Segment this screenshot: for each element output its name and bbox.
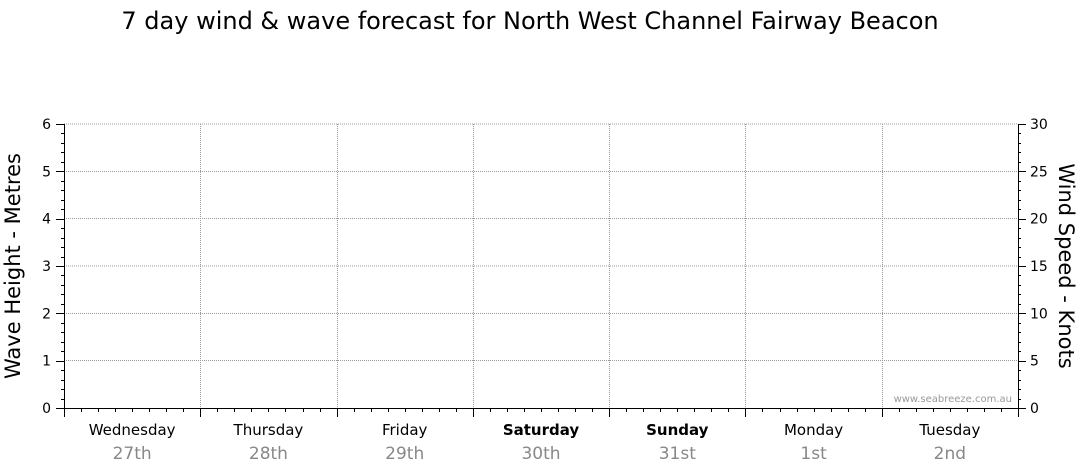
right-tick-label: 25 (1030, 164, 1048, 180)
left-tick-label: 6 (42, 117, 51, 133)
day-date-label: 31st (659, 444, 696, 464)
day-name-label: Monday (784, 421, 843, 439)
right-tick-label: 15 (1030, 259, 1048, 275)
day-date-label: 30th (521, 444, 560, 464)
day-name-label: Sunday (646, 421, 709, 439)
left-tick-label: 4 (42, 212, 51, 228)
right-tick-label: 30 (1030, 117, 1048, 133)
axes (56, 124, 1026, 417)
day-date-label: 29th (385, 444, 424, 464)
day-date-label: 27th (113, 444, 152, 464)
day-name-label: Wednesday (89, 421, 176, 439)
day-name-label: Saturday (503, 421, 580, 439)
day-date-label: 2nd (934, 444, 966, 464)
right-tick-label: 10 (1030, 306, 1048, 322)
day-date-label: 1st (800, 444, 827, 464)
left-tick-label: 1 (42, 354, 51, 370)
left-axis-title: Wave Height - Metres (1, 153, 25, 379)
left-tick-label: 0 (42, 401, 51, 417)
right-tick-label: 0 (1030, 401, 1039, 417)
day-name-label: Friday (382, 421, 428, 439)
left-tick-label: 3 (42, 259, 51, 275)
day-name-label: Tuesday (918, 421, 980, 439)
chart-title: 7 day wind & wave forecast for North Wes… (121, 7, 938, 35)
right-axis-title: Wind Speed - Knots (1054, 163, 1078, 368)
credit-watermark: www.seabreeze.com.au (894, 394, 1012, 405)
grid-lines (64, 123, 1018, 408)
right-tick-label: 5 (1030, 354, 1039, 370)
day-date-label: 28th (249, 444, 288, 464)
day-name-label: Thursday (233, 421, 304, 439)
left-tick-label: 5 (42, 164, 51, 180)
left-tick-label: 2 (42, 306, 51, 322)
axis-labels: 0 1 2 3 4 5 6 0 5 10 15 20 25 30 Wednesday 27th Thursday… (42, 117, 1048, 464)
right-tick-label: 20 (1030, 212, 1048, 228)
